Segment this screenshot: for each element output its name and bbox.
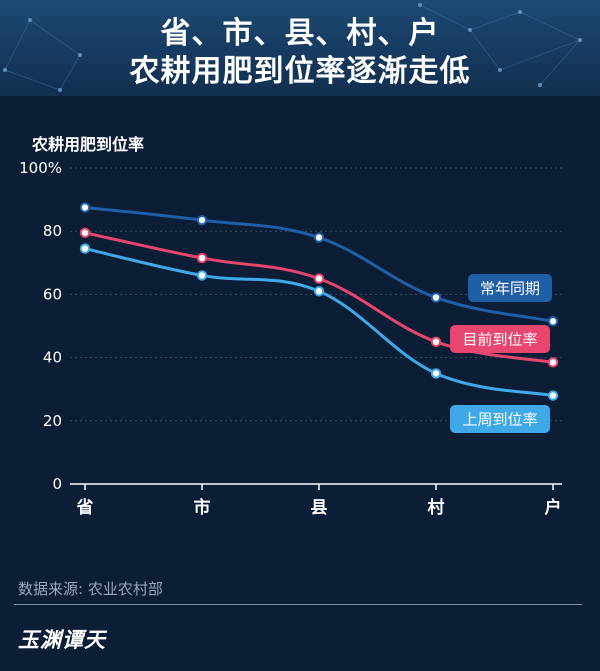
data-source: 数据来源: 农业农村部: [18, 580, 163, 598]
x-tick-label: 县: [311, 498, 328, 518]
data-point: [196, 214, 208, 226]
data-point: [430, 368, 442, 379]
series-label: 常年同期: [480, 280, 540, 298]
data-point: [79, 243, 91, 254]
y-tick-label: 80: [43, 222, 62, 240]
data-point: [313, 232, 325, 243]
series-label: 上周到位率: [462, 411, 537, 429]
y-tick-label: 60: [43, 285, 62, 303]
y-tick-label: 40: [43, 349, 62, 367]
network-pattern-decoration: [3, 3, 582, 92]
title-line-2: 农耕用肥到位率逐渐走低: [129, 54, 471, 89]
brand-logo: 玉渊谭天: [18, 628, 106, 652]
series-line: [83, 247, 555, 398]
x-axis: 省市县村户: [70, 483, 562, 518]
chart-panel: [0, 96, 600, 671]
x-tick-label: 省: [76, 497, 94, 518]
series-label: 目前到位率: [462, 331, 537, 349]
series-label-box: [450, 325, 550, 353]
series-label-box: [450, 405, 550, 433]
y-axis-title: 农耕用肥到位率: [32, 135, 145, 154]
data-point: [313, 286, 325, 297]
footer-divider: [14, 604, 582, 605]
y-tick-label: 20: [43, 412, 62, 430]
data-point: [547, 390, 559, 401]
x-tick-label: 户: [545, 497, 562, 518]
data-point: [430, 336, 442, 348]
data-point: [547, 316, 559, 327]
y-tick-label: 0: [52, 475, 62, 493]
data-point: [196, 270, 208, 281]
data-point: [196, 252, 208, 264]
title-line-1: 省、市、县、村、户: [160, 16, 440, 51]
x-tick-label: 市: [194, 497, 211, 518]
data-point: [79, 227, 91, 238]
data-point: [430, 292, 442, 303]
data-point: [79, 202, 91, 213]
header-banner: 省、市、县、村、户 农耕用肥到位率逐渐走低: [0, 0, 600, 96]
x-tick-label: 村: [428, 497, 445, 518]
series-label-box: [468, 274, 552, 302]
y-tick-label: 100%: [19, 159, 62, 177]
data-point: [547, 357, 559, 368]
y-tick-labels: 0 20 40 60 80 100%: [19, 159, 62, 493]
series-lines: [79, 202, 559, 401]
data-point: [313, 273, 325, 284]
